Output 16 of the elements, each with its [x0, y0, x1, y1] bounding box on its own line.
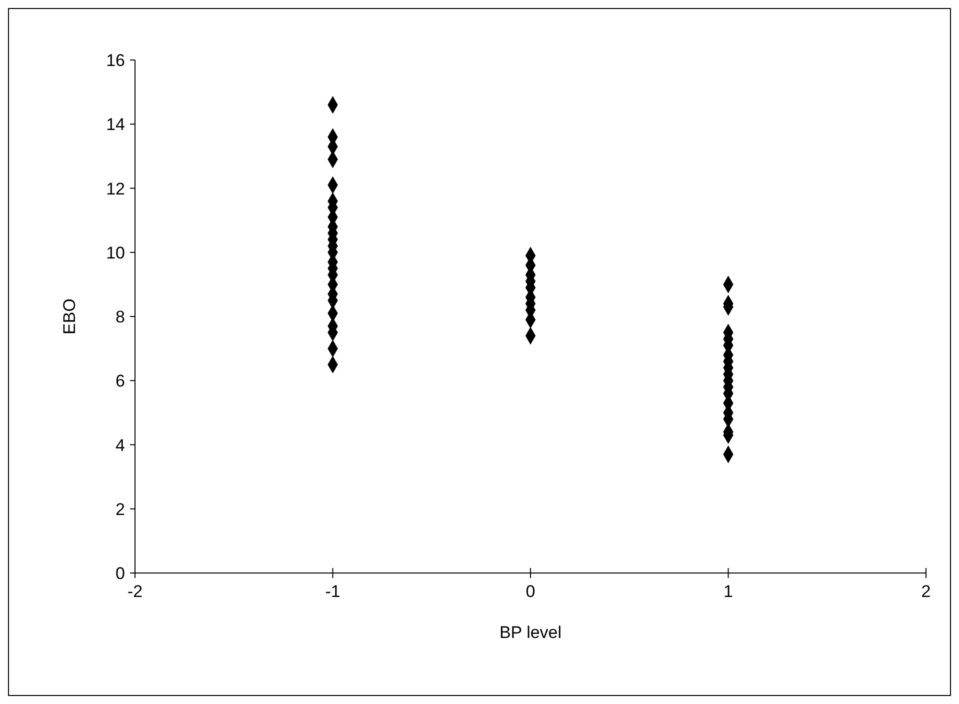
y-axis-title: EBO: [60, 298, 79, 334]
x-tick-label: -1: [325, 582, 340, 601]
y-tick-label: 14: [106, 115, 125, 134]
y-tick-label: 8: [116, 308, 125, 326]
x-axis-title: BP level: [499, 623, 562, 642]
y-tick-label: 12: [106, 179, 125, 198]
x-tick-label: -2: [127, 582, 143, 601]
x-tick-label: 2: [921, 582, 931, 601]
y-tick-label: 2: [116, 500, 125, 519]
y-tick-label: 10: [106, 243, 125, 262]
y-tick-label: 4: [116, 436, 125, 455]
y-tick-label: 0: [116, 564, 125, 583]
x-tick-label: 1: [724, 582, 733, 601]
y-tick-label: 16: [106, 51, 125, 70]
x-tick-label: 0: [526, 582, 536, 601]
y-tick-label: 6: [116, 372, 125, 391]
